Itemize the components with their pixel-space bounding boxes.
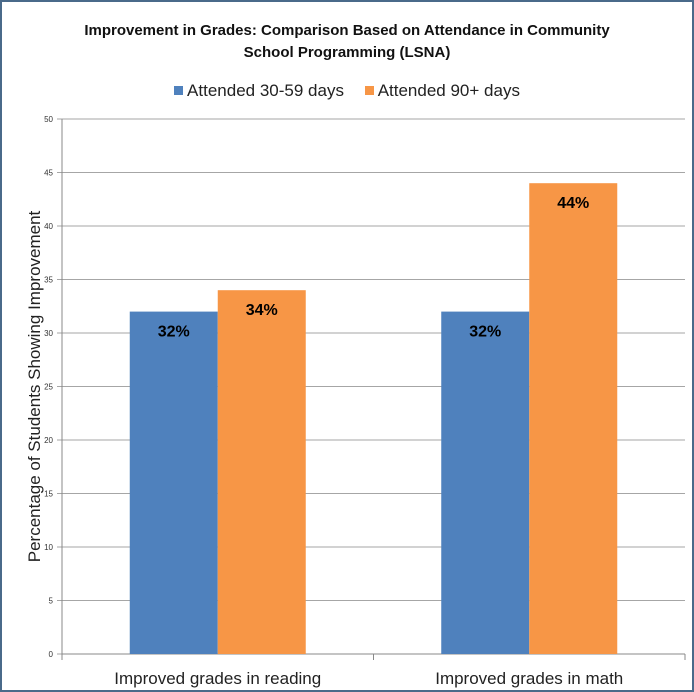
legend-swatch-90-plus <box>364 86 374 95</box>
data-label-90-plus-math: 44% <box>557 195 589 212</box>
y-tick-label-30: 30 <box>44 329 53 338</box>
y-tick-label-5: 5 <box>49 597 54 606</box>
legend-swatch-30-59 <box>174 86 184 95</box>
bar-90-plus-reading <box>217 290 306 654</box>
bar-30-59-reading <box>129 311 218 654</box>
y-tick-label-20: 20 <box>44 436 53 445</box>
y-tick-label-45: 45 <box>44 169 53 178</box>
data-label-30-59-reading: 32% <box>158 324 190 341</box>
data-label-30-59-math: 32% <box>469 324 501 341</box>
y-tick-label-35: 35 <box>44 276 53 285</box>
bar-90-plus-math <box>529 183 618 654</box>
x-category-label-1: Improved grades in math <box>435 669 623 688</box>
chart-title-line-2: School Programming (LSNA) <box>243 44 451 61</box>
legend-item-90-plus: Attended 90+ days <box>364 80 520 101</box>
bar-30-59-math <box>441 311 530 654</box>
legend-label-30-59: Attended 30-59 days <box>187 80 344 100</box>
x-category-label-0: Improved grades in reading <box>114 669 321 688</box>
chart-title-line-1: Improvement in Grades: Comparison Based … <box>84 22 610 39</box>
y-tick-label-15: 15 <box>44 490 53 499</box>
y-tick-label-0: 0 <box>49 650 54 659</box>
y-tick-label-10: 10 <box>44 543 53 552</box>
chart-title: Improvement in Grades: Comparison Based … <box>2 20 692 64</box>
legend-label-90-plus: Attended 90+ days <box>377 80 520 100</box>
y-tick-label-50: 50 <box>44 115 53 124</box>
y-tick-label-40: 40 <box>44 222 53 231</box>
y-axis-title: Percentage of Students Showing Improveme… <box>25 210 44 562</box>
legend: Attended 30-59 days Attended 90+ days <box>2 80 692 101</box>
y-tick-label-25: 25 <box>44 383 53 392</box>
legend-item-30-59: Attended 30-59 days <box>174 81 344 101</box>
data-label-90-plus-reading: 34% <box>246 302 278 319</box>
